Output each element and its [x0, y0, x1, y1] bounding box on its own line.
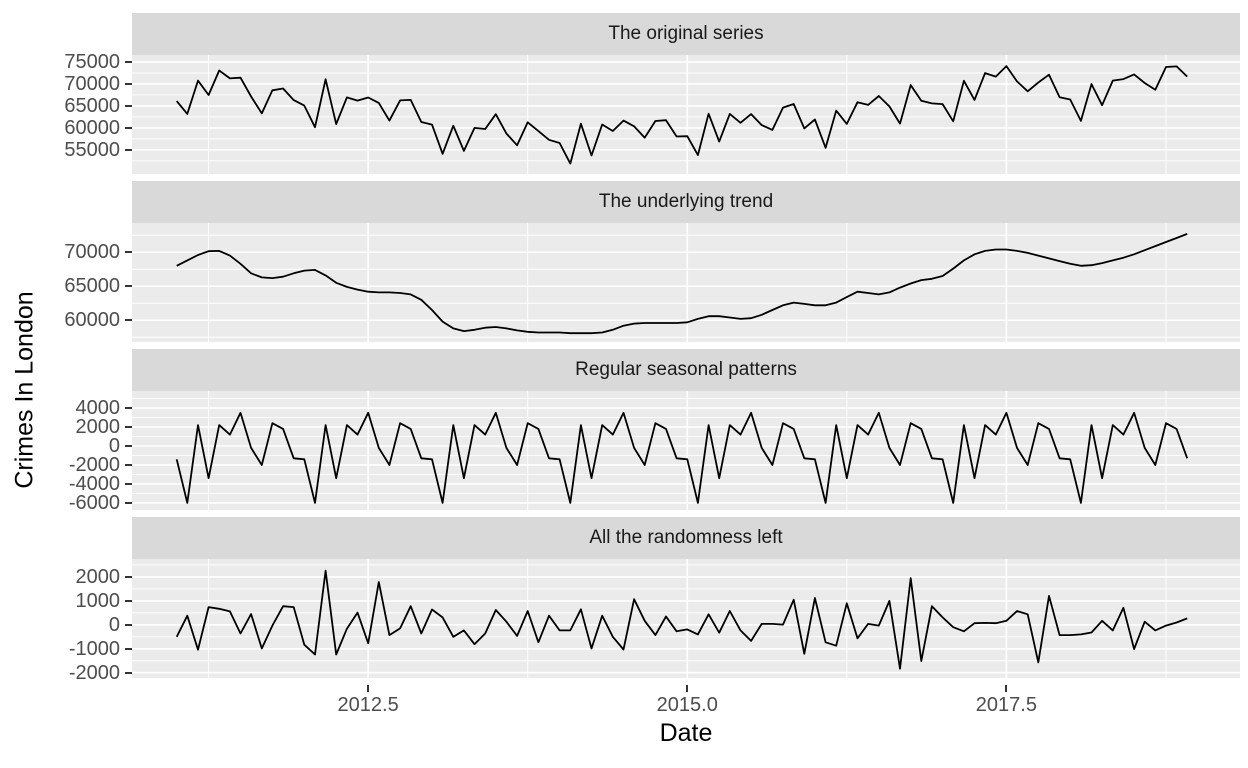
x-axis-title: Date	[659, 719, 713, 747]
y-tick-mark	[125, 463, 132, 466]
y-axis-title-column: Crimes In London	[6, 13, 44, 768]
y-tick-label: 60000	[64, 116, 120, 139]
y-tick-label: 4000	[75, 397, 121, 420]
y-tick-label: 65000	[64, 94, 120, 117]
y-tick-label: 70000	[64, 241, 120, 264]
panel-background	[132, 55, 1240, 174]
y-tick-label: 60000	[64, 309, 120, 332]
facet-title-trend: The underlying trend	[598, 191, 774, 212]
y-tick-mark	[125, 482, 132, 485]
y-tick-label: -2000	[68, 661, 120, 684]
y-tick-label: 2000	[75, 565, 121, 588]
facet-plot-svg-0	[132, 55, 1240, 174]
y-tick-label: 70000	[64, 72, 120, 95]
y-tick-mark	[125, 407, 132, 410]
y-tick-label: 2000	[75, 416, 121, 439]
facet-seasonal: Regular seasonal patterns -6000 -4000 -200…	[44, 349, 1240, 514]
y-axis-remainder: -2000 -1000 0 1000 2000	[44, 559, 132, 683]
facet-title-remainder: All the randomness left	[589, 527, 783, 548]
y-tick-mark	[125, 501, 132, 504]
y-tick-mark	[125, 285, 132, 288]
y-tick-mark	[125, 319, 132, 322]
facet-plot-svg-2	[132, 391, 1240, 510]
y-tick-label: -6000	[68, 491, 120, 514]
x-axis: 2012.5 2015.0 2017.5	[132, 685, 1240, 719]
facet-plot-svg-3	[132, 559, 1240, 678]
gutter-spacer	[44, 181, 132, 223]
y-tick-label: 75000	[64, 51, 120, 74]
y-tick-mark	[125, 444, 132, 447]
y-tick-label: -4000	[68, 472, 120, 495]
y-tick-mark	[125, 671, 132, 674]
facet-title-seasonal: Regular seasonal patterns	[575, 359, 797, 380]
y-tick-mark	[125, 647, 132, 650]
facet-trend: The underlying trend 60000 65000 70000	[44, 181, 1240, 342]
y-tick-mark	[125, 426, 132, 429]
y-tick-label: 0	[108, 434, 120, 457]
x-tick-label: 2012.5	[337, 694, 399, 716]
gutter-spacer	[44, 13, 132, 55]
y-axis-title: Crimes In London	[10, 291, 39, 489]
y-tick-label: 55000	[64, 138, 120, 161]
facet-strip-trend: The underlying trend	[132, 181, 1240, 223]
facet-strip-remainder: All the randomness left	[132, 517, 1240, 559]
facet-remainder: All the randomness left -2000 -1000 0 1000 2…	[44, 517, 1240, 683]
y-tick-label: 1000	[75, 589, 121, 612]
x-tick-mark	[1005, 685, 1008, 692]
data-line-1	[176, 233, 1188, 335]
gutter-spacer	[44, 685, 132, 719]
y-tick-mark	[125, 104, 132, 107]
gutter-spacer	[44, 517, 132, 559]
x-tick-mark	[686, 685, 689, 692]
y-tick-mark	[125, 61, 132, 64]
gutter-spacer	[44, 719, 132, 753]
x-tick-mark	[367, 685, 370, 692]
y-tick-mark	[125, 251, 132, 254]
y-tick-label: -1000	[68, 637, 120, 660]
panel-seasonal	[132, 391, 1240, 510]
y-tick-label: 0	[108, 613, 120, 636]
y-tick-mark	[125, 575, 132, 578]
facet-strip-seasonal: Regular seasonal patterns	[132, 349, 1240, 391]
y-tick-mark	[125, 599, 132, 602]
facet-title-original: The original series	[608, 23, 764, 44]
facet-strip-original: The original series	[132, 13, 1240, 55]
panel-original-series	[132, 55, 1240, 174]
x-tick-label: 2017.5	[975, 694, 1037, 716]
y-axis-seasonal: -6000 -4000 -2000 0 2000 4000	[44, 391, 132, 514]
facets-column: The original series 55000 60000 65000 70000…	[44, 13, 1240, 768]
facet-plot-svg-1	[132, 223, 1240, 342]
y-tick-mark	[125, 148, 132, 151]
panel-trend	[132, 223, 1240, 342]
data-line-3	[175, 569, 1188, 670]
panel-background	[132, 223, 1240, 342]
y-tick-mark	[125, 126, 132, 129]
data-line-2	[175, 411, 1189, 504]
data-line-0	[176, 65, 1188, 165]
y-tick-mark	[125, 623, 132, 626]
y-tick-label: -2000	[68, 453, 120, 476]
y-tick-label: 65000	[64, 275, 120, 298]
facet-original-series: The original series 55000 60000 65000 70000…	[44, 13, 1240, 174]
x-tick-label: 2015.0	[656, 694, 718, 716]
y-tick-mark	[125, 82, 132, 85]
y-axis-original: 55000 60000 65000 70000 75000	[44, 51, 132, 174]
panel-remainder	[132, 559, 1240, 678]
y-axis-trend: 60000 65000 70000	[44, 223, 132, 342]
gutter-spacer	[44, 349, 132, 391]
